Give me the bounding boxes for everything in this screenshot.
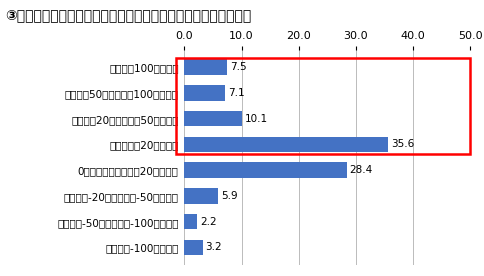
Bar: [184, 163, 346, 178]
Text: 5.9: 5.9: [221, 191, 237, 201]
Text: 2.2: 2.2: [199, 217, 216, 227]
Text: ③ＦＸによる昨年の利益額（損失額）［％、　ｎ＝１，０００］: ③ＦＸによる昨年の利益額（損失額）［％、 ｎ＝１，０００］: [5, 8, 251, 22]
Text: 35.6: 35.6: [390, 139, 413, 149]
Bar: [184, 85, 225, 101]
Bar: [184, 214, 197, 229]
Bar: [184, 240, 202, 255]
Text: 3.2: 3.2: [205, 242, 222, 253]
Bar: [184, 188, 218, 204]
Text: 7.5: 7.5: [229, 62, 246, 72]
Bar: [184, 111, 242, 126]
Text: 28.4: 28.4: [349, 165, 372, 175]
Text: 10.1: 10.1: [244, 114, 268, 124]
Bar: [184, 59, 227, 75]
Bar: [184, 137, 387, 152]
Bar: [175, 58, 469, 154]
Text: 7.1: 7.1: [227, 88, 244, 98]
